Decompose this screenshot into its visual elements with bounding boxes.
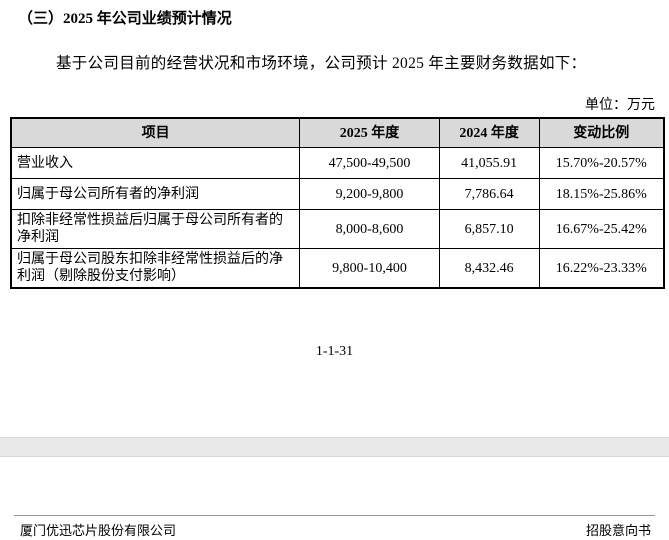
value-cell: 41,055.91 xyxy=(438,147,540,179)
value-cell: 9,200-9,800 xyxy=(299,178,440,210)
forecast-table: 项目 2025 年度 2024 年度 变动比例 营业收入 47,500-49,500 41… xyxy=(10,117,665,289)
table-row: 扣除非经常性损益后归属于母公司所有者的净利润 8,000-8,600 6,857.1… xyxy=(10,209,665,249)
value-cell: 8,432.46 xyxy=(438,248,540,289)
paragraph: 基于公司目前的经营状况和市场环境，公司预计 2025 年主要财务数据如下： xyxy=(56,55,587,72)
value-cell: 47,500-49,500 xyxy=(299,147,440,179)
value-cell: 18.15%-25.86% xyxy=(538,178,665,210)
footer-company: 厦门优迅芯片股份有限公司 xyxy=(20,523,177,538)
header-cell: 2025 年度 xyxy=(299,117,440,148)
page-number: 1-1-31 xyxy=(315,344,354,359)
value-cell: 7,786.64 xyxy=(438,178,540,210)
value-cell: 16.67%-25.42% xyxy=(538,209,665,249)
item-cell: 归属于母公司股东扣除非经常性损益后的净利润（剔除股份支付影响） xyxy=(10,248,301,289)
value-cell: 8,000-8,600 xyxy=(299,209,440,249)
page-separator xyxy=(0,437,669,457)
footer-rule xyxy=(14,515,655,516)
item-cell: 营业收入 xyxy=(10,147,301,179)
footer-doc-type: 招股意向书 xyxy=(585,523,651,538)
header-row: 项目 2025 年度 2024 年度 变动比例 xyxy=(10,117,665,148)
item-cell: 归属于母公司所有者的净利润 xyxy=(10,178,301,210)
value-cell: 16.22%-23.33% xyxy=(538,248,665,289)
value-cell: 9,800-10,400 xyxy=(299,248,440,289)
value-cell: 15.70%-20.57% xyxy=(538,147,665,179)
table-body: 营业收入 47,500-49,500 41,055.91 15.70%-20.57% 归… xyxy=(10,147,665,289)
header-cell: 变动比例 xyxy=(538,117,665,148)
table-row: 归属于母公司所有者的净利润 9,200-9,800 7,786.64 18.15%-2… xyxy=(10,178,665,210)
section-heading: （三）2025 年公司业绩预计情况 xyxy=(18,11,232,27)
item-cell: 扣除非经常性损益后归属于母公司所有者的净利润 xyxy=(10,209,301,249)
table-row: 营业收入 47,500-49,500 41,055.91 15.70%-20.57% xyxy=(10,147,665,179)
header-cell: 2024 年度 xyxy=(438,117,540,148)
unit-label: 单位：万元 xyxy=(585,98,655,113)
table-row: 归属于母公司股东扣除非经常性损益后的净利润（剔除股份支付影响） 9,800-10,… xyxy=(10,248,665,289)
value-cell: 6,857.10 xyxy=(438,209,540,249)
header-cell: 项目 xyxy=(10,117,301,148)
